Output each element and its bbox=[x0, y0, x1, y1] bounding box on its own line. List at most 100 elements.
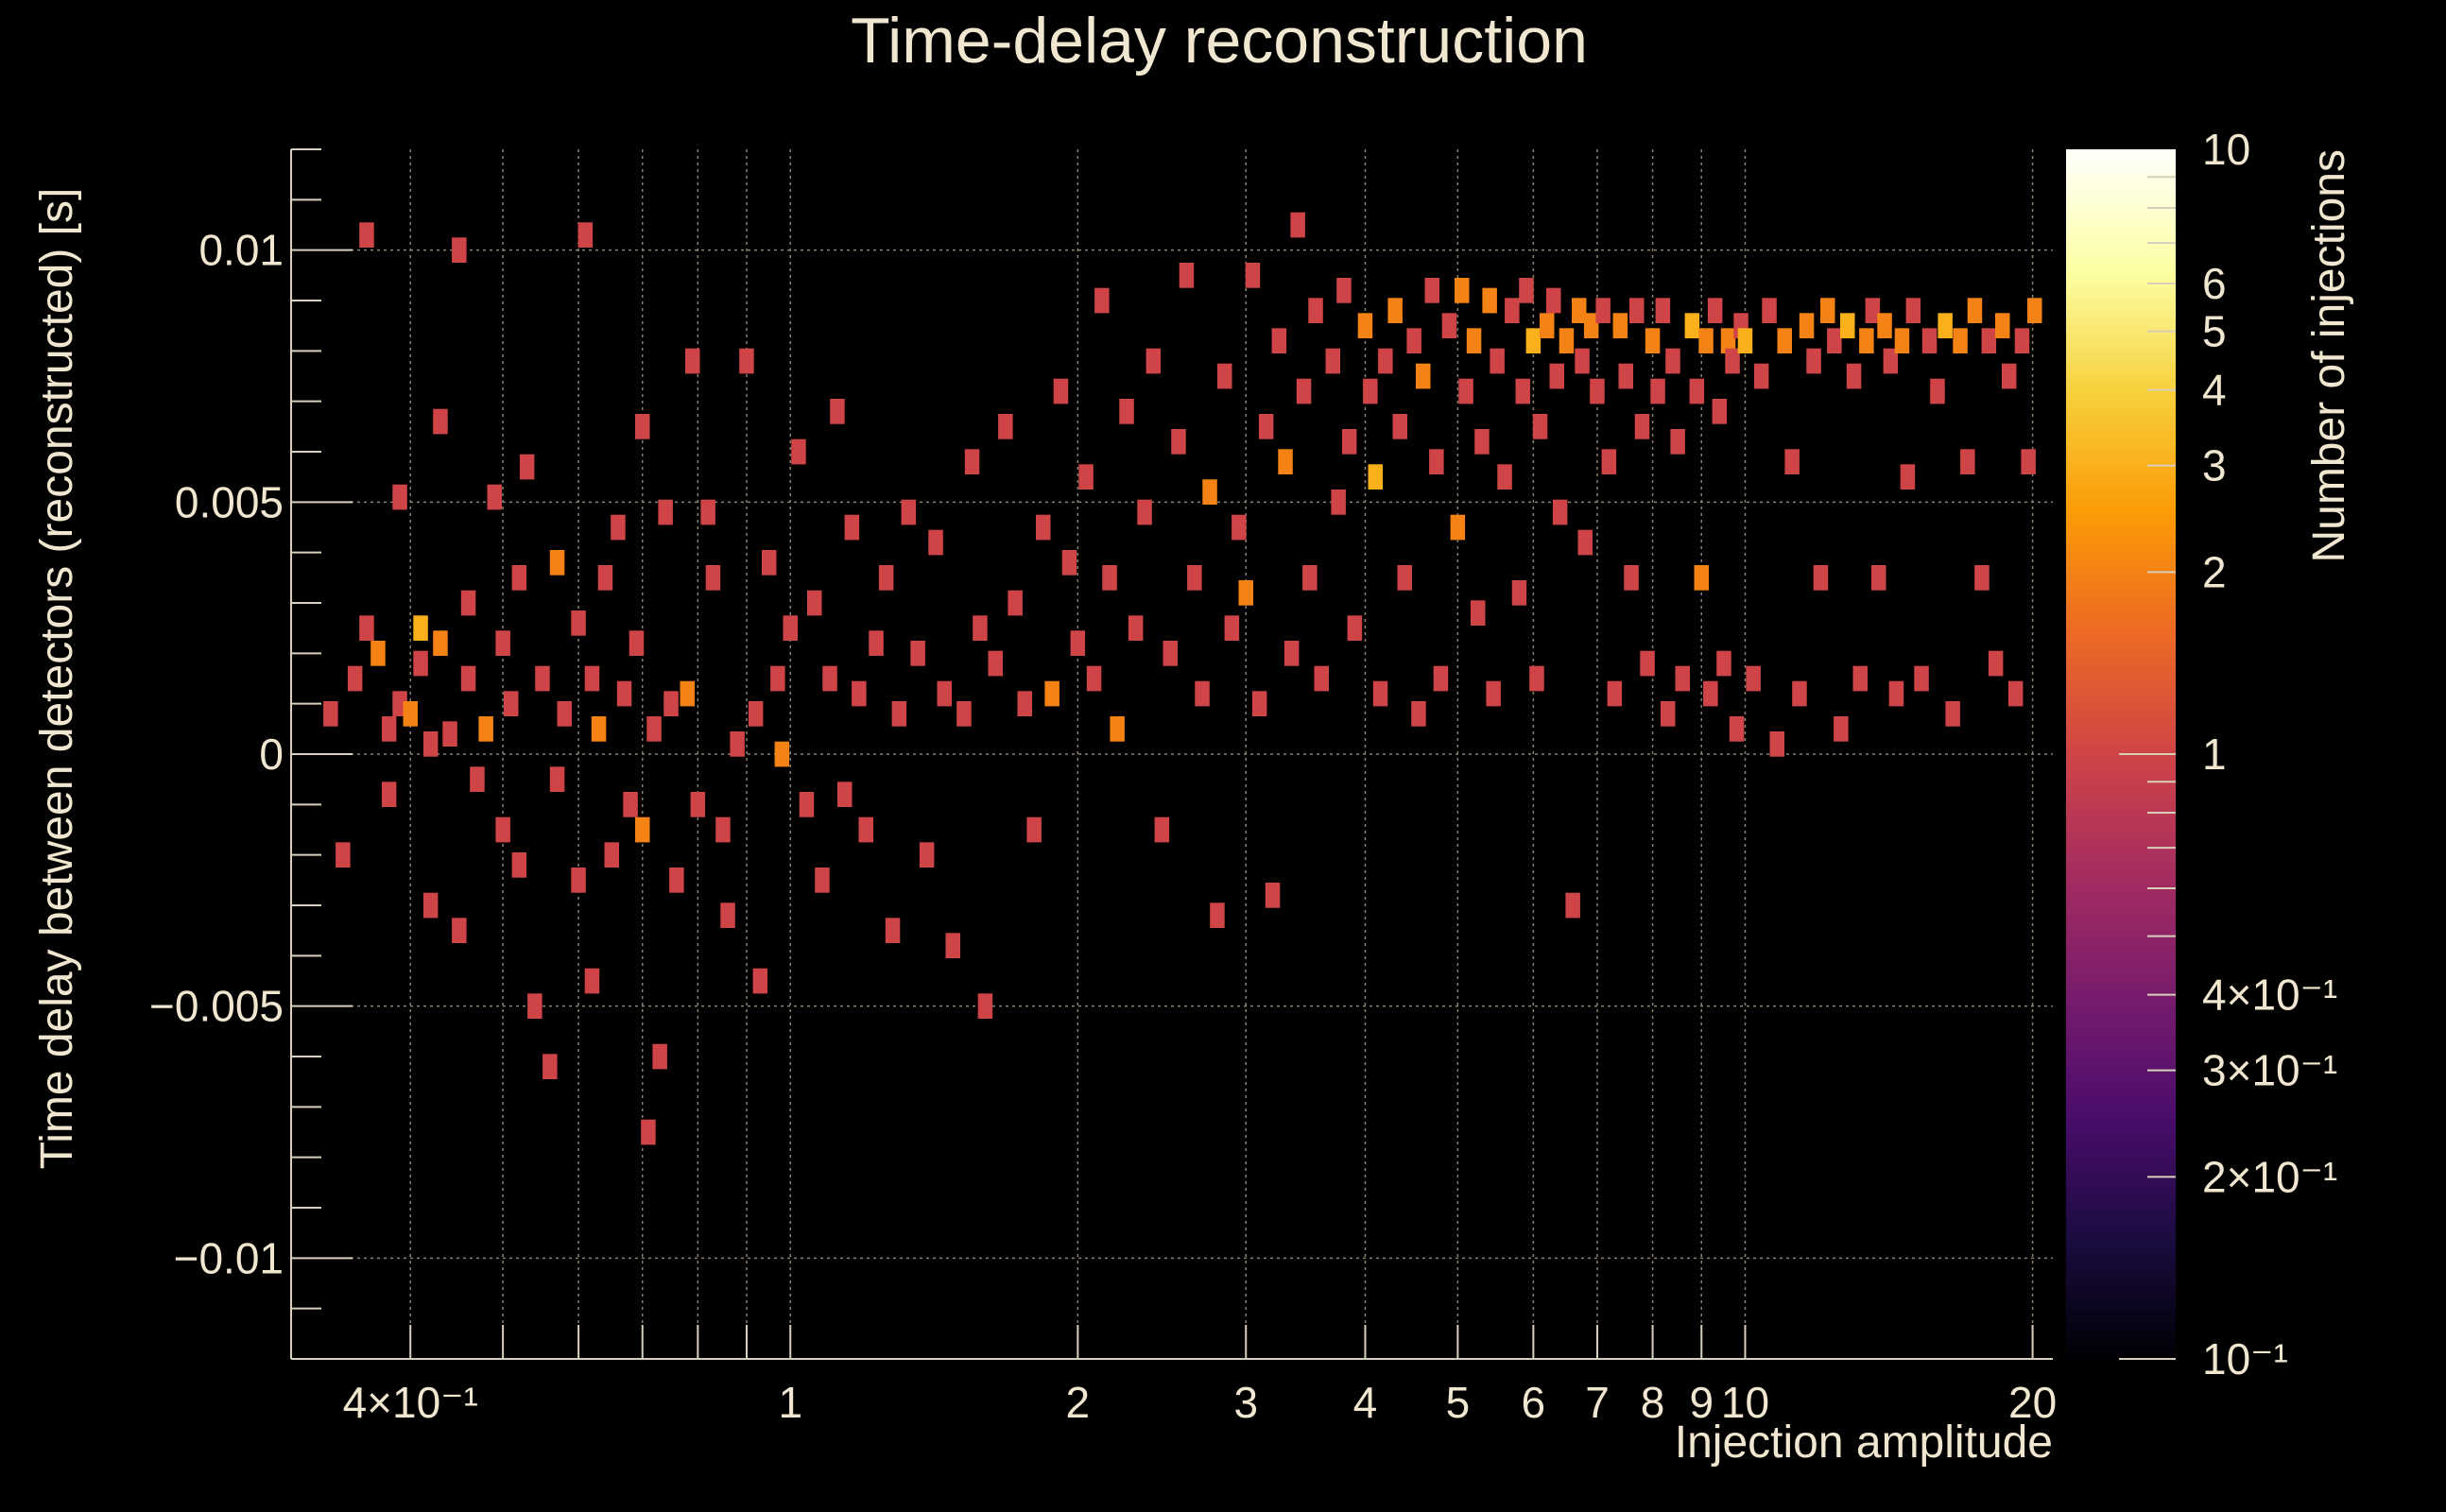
heatmap-cell bbox=[433, 630, 448, 656]
heatmap-cell bbox=[1347, 615, 1363, 641]
heatmap-cell bbox=[1278, 449, 1293, 474]
heatmap-cell bbox=[1865, 298, 1881, 323]
heatmap-cell bbox=[700, 499, 715, 525]
heatmap-cell bbox=[770, 665, 785, 692]
heatmap-cell bbox=[1806, 348, 1821, 374]
heatmap-cell bbox=[1187, 565, 1202, 591]
heatmap-cell bbox=[1368, 464, 1383, 490]
heatmap-cell bbox=[1877, 313, 1892, 338]
heatmap-cell bbox=[748, 701, 764, 727]
heatmap-cell bbox=[1441, 313, 1457, 338]
heatmap-cell bbox=[511, 852, 527, 878]
heatmap-cell bbox=[495, 816, 510, 843]
y-tick-label: −0.005 bbox=[149, 982, 284, 1031]
heatmap-cell bbox=[1871, 565, 1886, 591]
heatmap-cell bbox=[641, 1119, 656, 1145]
x-tick-label: 4 bbox=[1353, 1378, 1378, 1427]
heatmap-cell bbox=[1195, 680, 1210, 707]
heatmap-cell bbox=[604, 842, 619, 868]
heatmap-cell bbox=[1210, 902, 1225, 928]
heatmap-cell bbox=[1988, 650, 2004, 677]
heatmap-cell bbox=[885, 918, 901, 943]
heatmap-cell bbox=[413, 615, 428, 641]
heatmap-cell bbox=[1511, 580, 1527, 606]
heatmap-cell bbox=[1583, 313, 1599, 338]
heatmap-cell bbox=[629, 630, 645, 656]
heatmap-cell bbox=[1411, 701, 1426, 727]
heatmap-cell bbox=[910, 641, 925, 666]
colorbar-tick-label: 10⁻¹ bbox=[2202, 1334, 2288, 1383]
heatmap-cell bbox=[1689, 378, 1705, 404]
heatmap-cell bbox=[1044, 680, 1059, 707]
heatmap-cell bbox=[460, 665, 476, 692]
heatmap-cell bbox=[680, 680, 695, 707]
x-tick-label: 3 bbox=[1233, 1378, 1258, 1427]
heatmap-cell bbox=[1577, 529, 1593, 556]
heatmap-cell bbox=[1102, 565, 1117, 591]
heatmap-cell bbox=[1433, 665, 1449, 692]
heatmap-cell bbox=[487, 484, 502, 510]
heatmap-cell bbox=[1938, 313, 1953, 338]
heatmap-cell bbox=[1137, 499, 1152, 525]
y-axis-label: Time delay between detectors (reconstruc… bbox=[32, 188, 82, 1170]
heatmap-cell bbox=[1466, 328, 1482, 353]
heatmap-cell bbox=[1258, 414, 1274, 439]
heatmap-cell bbox=[1070, 630, 1086, 656]
y-tick-label: 0.005 bbox=[175, 477, 284, 526]
heatmap-cell bbox=[1716, 650, 1731, 677]
heatmap-cell bbox=[663, 691, 679, 716]
heatmap-cell bbox=[1505, 298, 1520, 323]
heatmap-cell bbox=[1827, 328, 1842, 353]
heatmap-cell bbox=[1290, 212, 1305, 238]
heatmap-cell bbox=[1694, 565, 1709, 591]
heatmap-cell bbox=[1546, 287, 1561, 314]
heatmap-cell bbox=[1036, 514, 1051, 541]
heatmap-cell bbox=[511, 565, 527, 591]
heatmap-cell bbox=[1357, 313, 1373, 338]
heatmap-cell bbox=[1995, 313, 2010, 338]
heatmap-cell bbox=[1661, 701, 1676, 727]
heatmap-cell bbox=[2014, 328, 2030, 353]
heatmap-cell bbox=[1378, 348, 1393, 374]
heatmap-cell bbox=[1519, 278, 1534, 303]
heatmap-cell bbox=[690, 792, 706, 817]
heatmap-cell bbox=[1086, 665, 1102, 692]
heatmap-cell bbox=[413, 650, 428, 677]
heatmap-cell bbox=[549, 550, 565, 576]
heatmap-cell bbox=[1232, 514, 1247, 541]
heatmap-cell bbox=[611, 514, 626, 541]
colorbar-tick-label: 3×10⁻¹ bbox=[2202, 1046, 2337, 1095]
heatmap-cell bbox=[2021, 449, 2036, 474]
heatmap-cell bbox=[1820, 298, 1835, 323]
heatmap-cell bbox=[928, 529, 943, 556]
colorbar-tick-label: 4 bbox=[2202, 366, 2227, 415]
heatmap-cell bbox=[1486, 680, 1501, 707]
heatmap-cell bbox=[1217, 363, 1232, 389]
heatmap-cell bbox=[1762, 298, 1777, 323]
heatmap-cell bbox=[1914, 665, 1929, 692]
heatmap-cell bbox=[977, 993, 993, 1019]
heatmap-cell bbox=[1171, 429, 1186, 455]
heatmap-cell bbox=[1283, 641, 1300, 666]
colorbar-ticks: 10 65 4 3 2 1 4×10⁻¹ 3×10⁻¹ 2×10⁻¹ 10⁻¹ bbox=[2119, 125, 2337, 1383]
heatmap-cell bbox=[998, 414, 1013, 439]
heatmap-cell bbox=[1665, 348, 1680, 374]
heatmap-cell bbox=[1529, 665, 1544, 692]
heatmap-cell bbox=[869, 630, 884, 656]
heatmap-cell bbox=[584, 665, 600, 692]
heatmap-cell bbox=[635, 414, 650, 439]
heatmap-cell bbox=[1753, 363, 1769, 389]
heatmap-cell bbox=[1703, 680, 1718, 707]
heatmap-cell bbox=[1179, 263, 1195, 288]
x-axis-label: Injection amplitude bbox=[1675, 1418, 2053, 1468]
heatmap-cell bbox=[1813, 565, 1829, 591]
heatmap-cell bbox=[1640, 650, 1655, 677]
heatmap-cell bbox=[1840, 313, 1855, 338]
heatmap-cell bbox=[1455, 278, 1470, 303]
heatmap-cell bbox=[1490, 348, 1505, 374]
heatmap-cell bbox=[460, 590, 476, 616]
heatmap-cell bbox=[571, 868, 586, 893]
heatmap-cell bbox=[549, 766, 565, 792]
heatmap-cell bbox=[1930, 378, 1945, 404]
x-tick-label: 9 bbox=[1689, 1378, 1714, 1427]
